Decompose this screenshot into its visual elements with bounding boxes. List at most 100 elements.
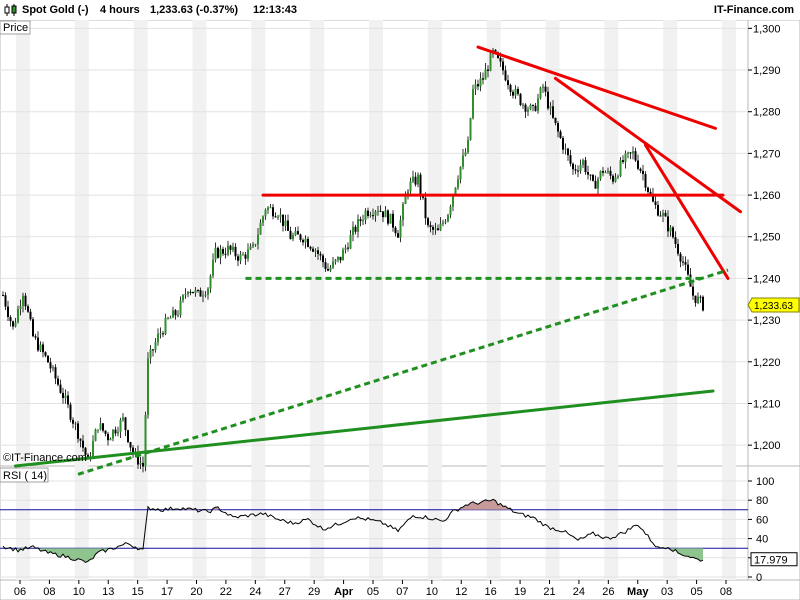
candle-body — [117, 431, 119, 434]
candle-body — [279, 214, 282, 217]
day-band — [604, 20, 619, 466]
candle-body — [602, 171, 604, 173]
price-tick-label: 1,270 — [753, 148, 781, 160]
price-tick-label: 1,290 — [753, 65, 781, 77]
candle-body — [694, 295, 697, 303]
candle-body — [629, 152, 632, 154]
day-band — [192, 20, 207, 466]
candle-body — [77, 423, 79, 439]
candle-body — [684, 262, 687, 265]
candle-body — [359, 219, 362, 222]
candle-body — [327, 268, 329, 271]
candle-body — [224, 253, 227, 255]
candle-body — [347, 247, 349, 249]
candle-body — [159, 333, 162, 335]
candle-body — [2, 295, 4, 297]
candle-body — [174, 310, 177, 316]
rsi-tick-label: 40 — [756, 534, 768, 546]
price-tick-label: 1,200 — [753, 440, 781, 452]
candle-body — [32, 319, 34, 337]
candle-body — [309, 246, 312, 249]
candle-body — [167, 317, 169, 319]
candle-body — [364, 210, 367, 221]
x-tick-label: Apr — [334, 586, 354, 598]
candle-body — [649, 191, 652, 195]
candle-body — [59, 384, 62, 393]
candle-body — [169, 317, 172, 319]
candle-body — [267, 207, 269, 210]
candle-body — [487, 69, 489, 71]
candle-body — [204, 294, 207, 296]
day-band — [545, 20, 560, 466]
candle-body — [569, 155, 572, 164]
candle-body — [349, 235, 352, 249]
candle-body — [514, 88, 517, 96]
candle-body — [472, 89, 474, 119]
candle-body — [334, 259, 337, 262]
rsi-tick-label: 60 — [756, 514, 768, 526]
candle-body — [642, 170, 644, 175]
candle-body — [219, 248, 222, 258]
candle-body — [69, 404, 72, 420]
x-tick-label: 24 — [573, 586, 585, 598]
candle-body — [119, 419, 122, 432]
red-trendline — [644, 143, 730, 280]
candle-body — [367, 210, 369, 217]
rsi-value-tag: 17.979 — [750, 552, 798, 567]
candle-body — [342, 249, 344, 261]
candle-body — [419, 174, 422, 195]
candle-body — [264, 209, 267, 217]
day-band — [663, 466, 678, 580]
candle-body — [599, 171, 602, 179]
day-band — [74, 20, 89, 466]
candle-body — [674, 237, 677, 244]
candle-body — [387, 210, 389, 224]
candle-body — [484, 69, 487, 80]
candle-body — [314, 250, 317, 252]
day-band — [486, 466, 501, 580]
candle-body — [114, 429, 117, 434]
candle-body — [379, 210, 382, 212]
candle-body — [594, 180, 597, 189]
candle-body — [412, 176, 414, 182]
candle-body — [34, 336, 37, 338]
candle-body — [672, 227, 674, 238]
price-tick-label: 1,250 — [753, 232, 781, 244]
candle-body — [502, 61, 504, 71]
candle-body — [584, 160, 587, 173]
candle-body — [622, 160, 624, 163]
candle-body — [269, 207, 272, 209]
candle-body — [592, 175, 594, 181]
candle-body — [57, 378, 59, 385]
candle-body — [552, 106, 554, 118]
candle-body — [447, 214, 449, 222]
candle-body — [369, 215, 372, 217]
red-trendline — [554, 76, 742, 214]
last-price-label: 1,233.63 — [754, 301, 793, 312]
candle-body — [7, 306, 9, 318]
candle-body — [409, 181, 412, 192]
candle-body — [362, 220, 364, 222]
candle-body — [229, 245, 232, 250]
candle-body — [479, 78, 482, 87]
candle-body — [294, 231, 297, 236]
candle-body — [237, 256, 239, 261]
x-tick-label: 20 — [190, 586, 202, 598]
candle-body — [319, 253, 322, 256]
candle-body — [94, 429, 97, 442]
rsi-overbought-fill — [213, 506, 218, 510]
day-band — [663, 20, 678, 466]
candle-body — [82, 440, 84, 448]
candle-body — [142, 462, 144, 467]
candle-body — [9, 317, 12, 322]
instrument-info: Spot Gold (-) 4 hours 1,233.63 (-0.37%) … — [0, 0, 440, 20]
instrument-name: Spot Gold (-) — [22, 4, 89, 16]
candle-body — [52, 367, 54, 369]
candle-body — [137, 451, 139, 465]
candle-body — [214, 247, 217, 260]
candle-body — [164, 318, 167, 335]
candle-body — [557, 123, 559, 132]
candle-body — [417, 174, 419, 185]
candle-body — [202, 295, 204, 297]
candle-body — [272, 207, 274, 217]
